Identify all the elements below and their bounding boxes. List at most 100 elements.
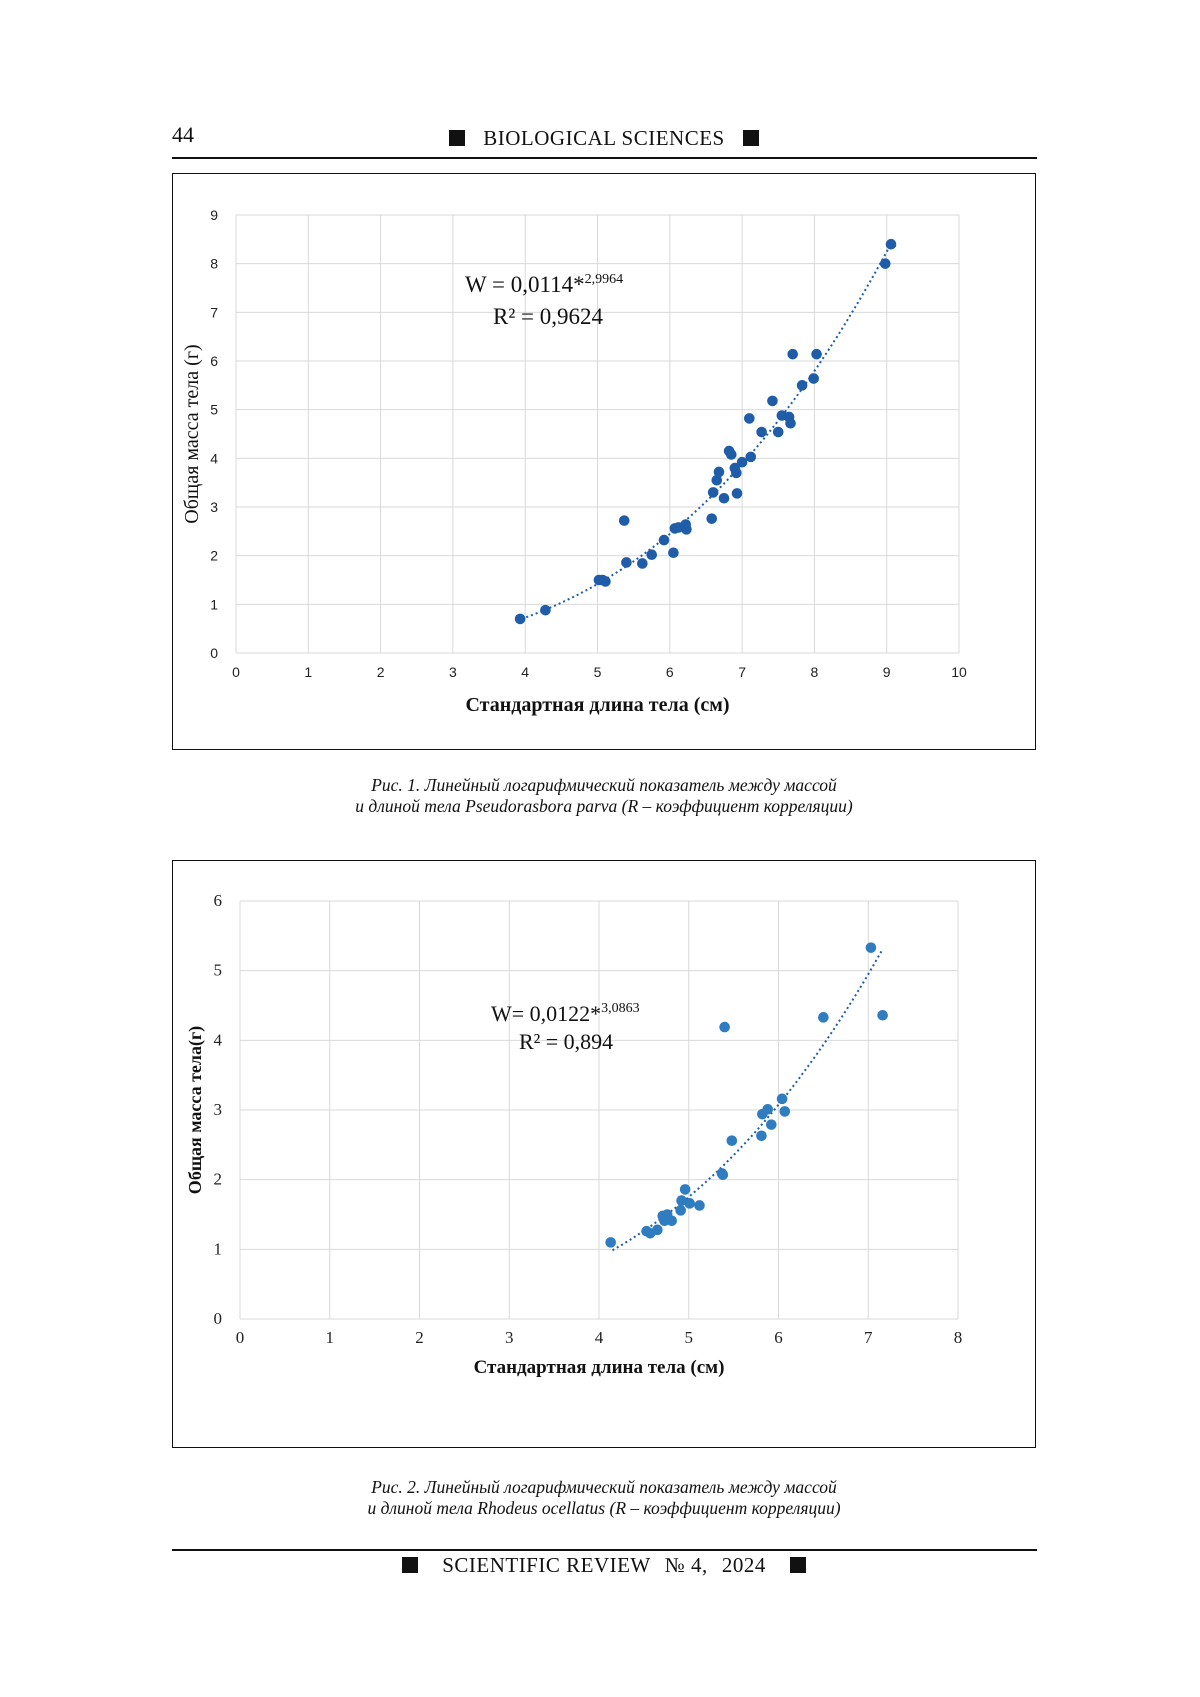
square-bullet-icon [449, 130, 465, 146]
r-squared-label: R² = 0,9624 [493, 304, 603, 329]
running-footer: SCIENTIFIC REVIEW № 4, 2024 [172, 1553, 1036, 1578]
x-tick-label: 7 [864, 1328, 873, 1347]
y-tick-label: 0 [210, 645, 218, 661]
x-tick-label: 6 [666, 664, 674, 680]
y-axis-title: Общая масса тела(г) [185, 1026, 206, 1194]
data-point [797, 380, 808, 391]
x-tick-label: 8 [954, 1328, 963, 1347]
data-point [694, 1200, 705, 1211]
data-point [766, 1119, 777, 1130]
x-tick-label: 1 [326, 1328, 335, 1347]
header-rule [172, 157, 1037, 159]
r-squared-label: R² = 0,894 [519, 1029, 613, 1054]
journal-name: SCIENTIFIC REVIEW [442, 1553, 651, 1577]
data-point [773, 427, 784, 438]
data-point [756, 1130, 767, 1141]
power-trendline [613, 951, 882, 1251]
data-point [652, 1225, 663, 1236]
data-point [714, 467, 725, 478]
square-bullet-icon [743, 130, 759, 146]
issue-number: № 4, [665, 1553, 708, 1577]
data-point [515, 614, 526, 625]
figure-1-plot: 0123456789100123456789Стандартная длина … [173, 174, 1037, 751]
data-point [540, 605, 551, 616]
figure-1-caption-line1: Рис. 1. Линейный логарифмический показат… [172, 775, 1036, 796]
figure-2-caption-line2: и длиной тела Rhodeus ocellatus (R – коэ… [172, 1498, 1036, 1519]
data-point [744, 413, 755, 424]
data-point [706, 513, 717, 524]
y-tick-label: 2 [214, 1170, 223, 1189]
data-point [681, 524, 692, 535]
equation-main: W = 0,0114* [465, 272, 585, 297]
data-point [637, 558, 648, 569]
x-tick-label: 5 [685, 1328, 694, 1347]
data-point [762, 1104, 773, 1115]
data-point [756, 427, 767, 438]
figure-1-caption-line2: и длиной тела Pseudorasbora parva (R – к… [172, 796, 1036, 817]
y-tick-label: 5 [214, 961, 223, 980]
data-point [646, 549, 657, 560]
data-point [811, 349, 822, 360]
figure-2-chart: 0123456780123456Стандартная длина тела (… [172, 860, 1036, 1448]
data-point [777, 1094, 788, 1105]
data-point [732, 488, 743, 499]
data-point [877, 1010, 888, 1021]
data-point [621, 557, 632, 568]
y-tick-label: 2 [210, 548, 218, 564]
data-point [675, 1205, 686, 1216]
data-point [818, 1012, 829, 1023]
data-point [659, 535, 670, 546]
x-tick-label: 8 [811, 664, 819, 680]
data-point [886, 239, 897, 250]
y-tick-label: 3 [214, 1100, 223, 1119]
square-bullet-icon [790, 1557, 806, 1573]
figure-1-chart: 0123456789100123456789Стандартная длина … [172, 173, 1036, 750]
y-tick-label: 5 [210, 402, 218, 418]
y-tick-label: 1 [214, 1239, 223, 1258]
running-header: BIOLOGICAL SCIENCES [172, 126, 1036, 151]
x-tick-label: 5 [594, 664, 602, 680]
x-tick-label: 3 [505, 1328, 514, 1347]
square-bullet-icon [402, 1557, 418, 1573]
x-tick-label: 6 [774, 1328, 783, 1347]
data-point [726, 449, 737, 460]
data-point [779, 1106, 790, 1117]
x-axis-title: Стандартная длина тела (см) [465, 694, 729, 716]
journal-section: BIOLOGICAL SCIENCES [483, 126, 724, 150]
y-tick-label: 6 [214, 891, 223, 910]
x-tick-label: 10 [951, 664, 967, 680]
y-tick-label: 4 [214, 1030, 223, 1049]
y-tick-label: 9 [210, 207, 218, 223]
data-point [719, 493, 730, 504]
data-point [718, 1169, 729, 1180]
equation-main: W= 0,0122* [491, 1001, 601, 1026]
x-tick-label: 7 [738, 664, 746, 680]
data-point [880, 258, 891, 269]
data-point [605, 1237, 616, 1248]
power-trendline [522, 245, 891, 619]
x-tick-label: 3 [449, 664, 457, 680]
y-tick-label: 1 [210, 596, 218, 612]
equation-exponent: 3,0863 [601, 1001, 640, 1016]
x-tick-label: 4 [595, 1328, 604, 1347]
data-point [719, 1022, 730, 1033]
x-tick-label: 0 [232, 664, 240, 680]
data-point [745, 452, 756, 463]
y-tick-label: 4 [210, 450, 218, 466]
equation-label: W= 0,0122*3,0863 [491, 1001, 640, 1026]
data-point [767, 396, 778, 407]
y-tick-label: 3 [210, 499, 218, 515]
data-point [785, 418, 796, 429]
data-point [684, 1198, 695, 1209]
y-tick-label: 8 [210, 256, 218, 272]
data-point [668, 547, 679, 558]
data-point [619, 515, 630, 526]
figure-1-caption: Рис. 1. Линейный логарифмический показат… [172, 775, 1036, 817]
data-point [727, 1135, 738, 1146]
equation-exponent: 2,9964 [585, 272, 624, 287]
issue-year: 2024 [722, 1553, 766, 1577]
data-point [787, 349, 798, 360]
equation-label: W = 0,0114*2,9964 [465, 272, 623, 297]
y-tick-label: 6 [210, 353, 218, 369]
data-point [731, 468, 742, 479]
